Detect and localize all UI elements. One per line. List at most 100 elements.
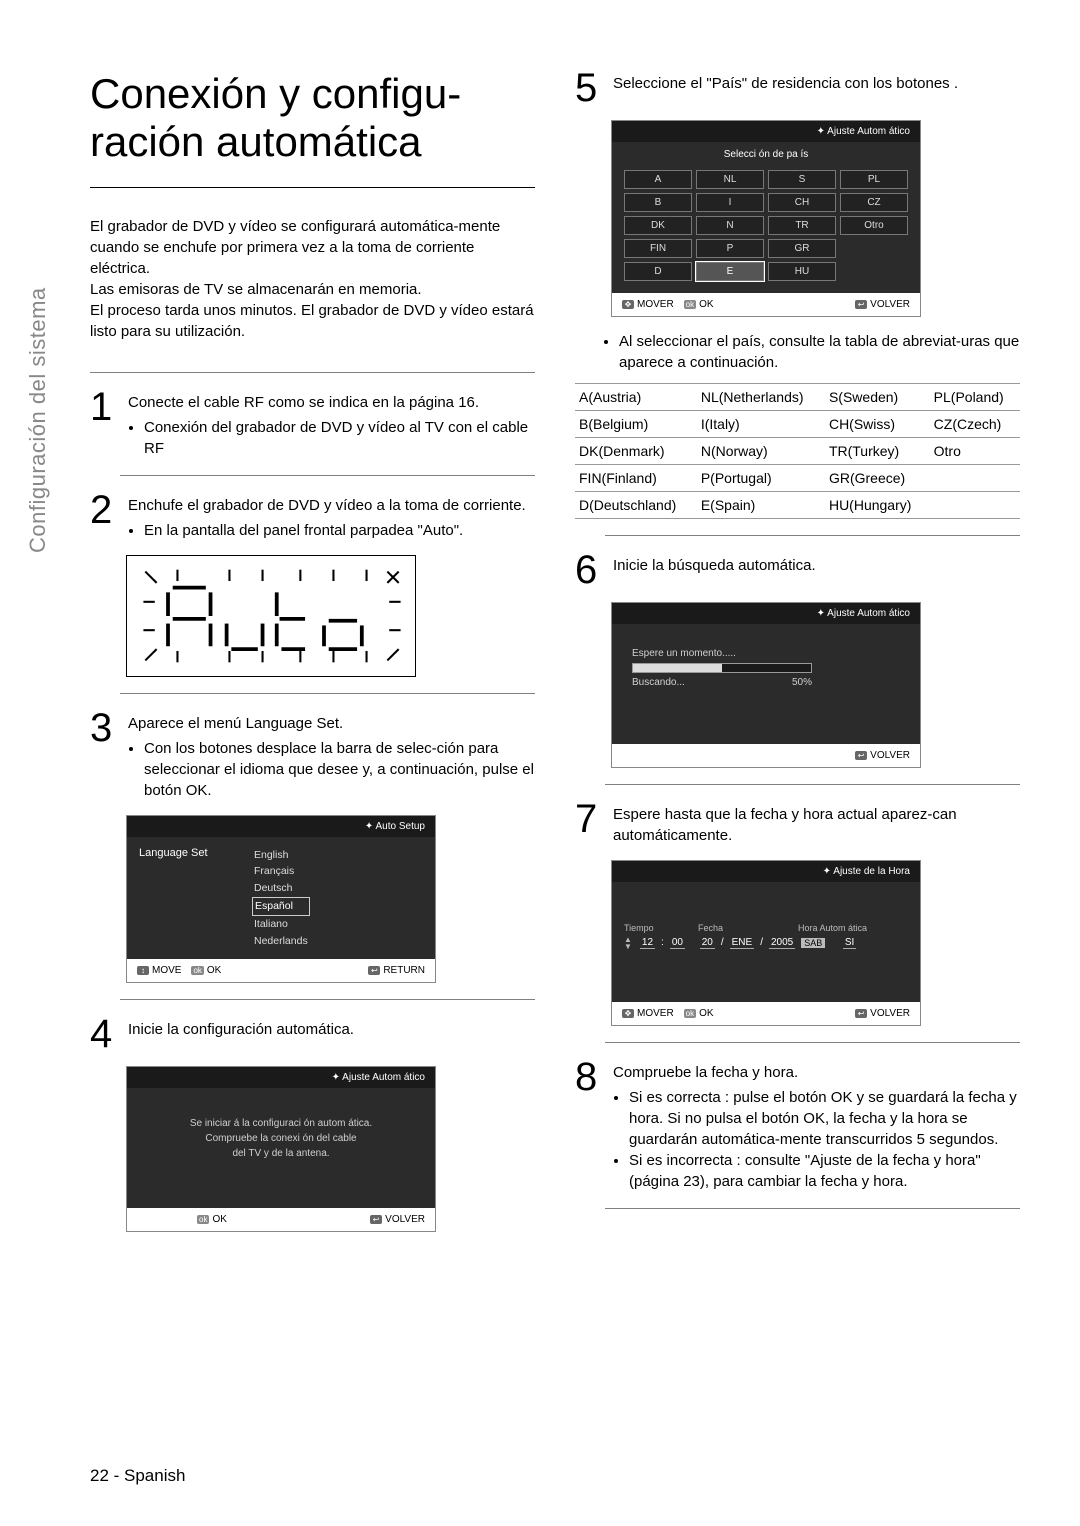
footer-move-label: MOVE xyxy=(152,965,181,976)
cross-arrows-icon: ✥ xyxy=(622,1009,634,1018)
language-option[interactable]: English xyxy=(252,847,310,864)
language-set-label: Language Set xyxy=(139,847,234,950)
dialog-title: Ajuste Autom ático xyxy=(827,126,910,137)
dialog-body: Tiempo Fecha Hora Autom ática ▲▼ 12: 00 … xyxy=(612,882,920,1002)
divider xyxy=(120,693,535,694)
country-cell[interactable]: E xyxy=(696,262,764,281)
step-2: 2 Enchufe el grabador de DVD y vídeo a l… xyxy=(90,492,535,541)
dialog-header: Ajuste Autom ático xyxy=(612,603,920,624)
country-cell[interactable]: DK xyxy=(624,216,692,235)
return-icon: ↩ xyxy=(368,966,380,975)
step-8: 8 Compruebe la fecha y hora. Si es corre… xyxy=(575,1059,1020,1192)
dialog-body: Espere un momento..... Buscando... 50% xyxy=(612,624,920,744)
country-cell[interactable]: GR xyxy=(768,239,836,258)
wait-text: Espere un momento..... xyxy=(632,648,900,659)
abbr-cell: GR(Greece) xyxy=(825,465,930,492)
step5-bullet: Al seleccionar el país, consulte la tabl… xyxy=(619,331,1020,373)
ok-badge-icon: ok xyxy=(197,1215,209,1224)
dialog-line: Compruebe la conexi ón del cable xyxy=(139,1131,423,1146)
diamond-icon xyxy=(817,608,828,619)
intro-p2: Las emisoras de TV se almacenarán en mem… xyxy=(90,279,535,300)
divider xyxy=(605,1208,1020,1209)
step-text: Enchufe el grabador de DVD y vídeo a la … xyxy=(128,497,526,514)
return-icon: ↩ xyxy=(855,300,867,309)
country-cell[interactable]: N xyxy=(696,216,764,235)
country-cell[interactable]: P xyxy=(696,239,764,258)
updown-icon: ▲▼ xyxy=(624,936,632,950)
dialog-line: Se iniciar á la configuraci ón autom áti… xyxy=(139,1116,423,1131)
country-cell[interactable]: NL xyxy=(696,170,764,189)
val-dd: 20 xyxy=(700,937,715,949)
abbr-cell: E(Spain) xyxy=(697,492,825,519)
abbr-cell: Otro xyxy=(930,438,1020,465)
step-number: 7 xyxy=(575,801,603,846)
language-option[interactable]: Nederlands xyxy=(252,933,310,950)
step-body: Compruebe la fecha y hora. Si es correct… xyxy=(613,1059,1020,1192)
dialog-header: Ajuste Autom ático xyxy=(612,121,920,142)
abbr-cell: FIN(Finland) xyxy=(575,465,697,492)
step-number: 5 xyxy=(575,70,603,106)
abbr-cell: NL(Netherlands) xyxy=(697,384,825,411)
abbr-cell: CZ(Czech) xyxy=(930,411,1020,438)
searching-text: Buscando... xyxy=(632,677,685,688)
progress-bar xyxy=(632,663,812,673)
divider xyxy=(120,999,535,1000)
country-cell[interactable]: PL xyxy=(840,170,908,189)
dialog-title: Ajuste Autom ático xyxy=(827,608,910,619)
abbr-cell: N(Norway) xyxy=(697,438,825,465)
intro-p3: El proceso tarda unos minutos. El grabad… xyxy=(90,300,535,342)
dialog-header: Ajuste Autom ático xyxy=(127,1067,435,1088)
step-text: Espere hasta que la fecha y hora actual … xyxy=(613,806,957,844)
country-cell[interactable]: HU xyxy=(768,262,836,281)
country-cell[interactable]: CZ xyxy=(840,193,908,212)
step-3: 3 Aparece el menú Language Set. Con los … xyxy=(90,710,535,801)
language-option[interactable]: Français xyxy=(252,863,310,880)
val-yyyy: 2005 xyxy=(769,937,795,949)
val-hh: 12 xyxy=(640,937,655,949)
progress-fill xyxy=(633,664,722,672)
country-cell[interactable]: B xyxy=(624,193,692,212)
step-body: Conecte el cable RF como se indica en la… xyxy=(128,389,535,459)
segment-display-icon xyxy=(139,564,405,668)
page-content: Conexión y configu-ración automática El … xyxy=(60,70,1020,1246)
language-list: EnglishFrançaisDeutschEspañolItalianoNed… xyxy=(252,847,310,950)
footer-volver-label: VOLVER xyxy=(870,750,910,761)
country-cell[interactable]: I xyxy=(696,193,764,212)
language-option[interactable]: Español xyxy=(252,897,310,916)
country-cell[interactable]: FIN xyxy=(624,239,692,258)
country-cell[interactable]: S xyxy=(768,170,836,189)
country-cell[interactable]: TR xyxy=(768,216,836,235)
right-column: 5 Seleccione el "País" de residencia con… xyxy=(575,70,1020,1246)
page-number: 22 - Spanish xyxy=(90,1466,185,1486)
dialog-body: Language Set EnglishFrançaisDeutschEspañ… xyxy=(127,837,435,960)
return-icon: ↩ xyxy=(855,751,867,760)
divider xyxy=(90,372,535,373)
auto-setup-start-dialog: Ajuste Autom ático Se iniciar á la confi… xyxy=(126,1066,436,1232)
step-text: Conecte el cable RF como se indica en la… xyxy=(128,394,479,411)
step-7: 7 Espere hasta que la fecha y hora actua… xyxy=(575,801,1020,846)
step-number: 2 xyxy=(90,492,118,541)
country-subtitle: Selecci ón de pa ís xyxy=(620,146,912,166)
progress-percent: 50% xyxy=(792,677,812,688)
country-cell[interactable]: Otro xyxy=(840,216,908,235)
country-cell[interactable]: CH xyxy=(768,193,836,212)
country-cell[interactable]: A xyxy=(624,170,692,189)
language-set-dialog: Auto Setup Language Set EnglishFrançaisD… xyxy=(126,815,436,984)
dialog-line: del TV y de la antena. xyxy=(139,1146,423,1161)
diamond-icon xyxy=(332,1072,343,1083)
step-bullet: Con los botones desplace la barra de sel… xyxy=(144,738,535,801)
country-cell[interactable]: D xyxy=(624,262,692,281)
footer-ok-label: OK xyxy=(212,1214,226,1225)
language-option[interactable]: Deutsch xyxy=(252,880,310,897)
country-select-dialog: Ajuste Autom ático Selecci ón de pa ís A… xyxy=(611,120,921,317)
step-number: 8 xyxy=(575,1059,603,1192)
footer-mover-label: MOVER xyxy=(637,1008,674,1019)
dialog-header: Ajuste de la Hora xyxy=(612,861,920,882)
language-option[interactable]: Italiano xyxy=(252,916,310,933)
step-number: 4 xyxy=(90,1016,118,1052)
updown-icon: ↕ xyxy=(137,966,149,975)
step-6: 6 Inicie la búsqueda automática. xyxy=(575,552,1020,588)
divider xyxy=(605,535,1020,536)
dialog-footer: ✥MOVER okOK ↩VOLVER xyxy=(612,293,920,316)
divider xyxy=(605,784,1020,785)
